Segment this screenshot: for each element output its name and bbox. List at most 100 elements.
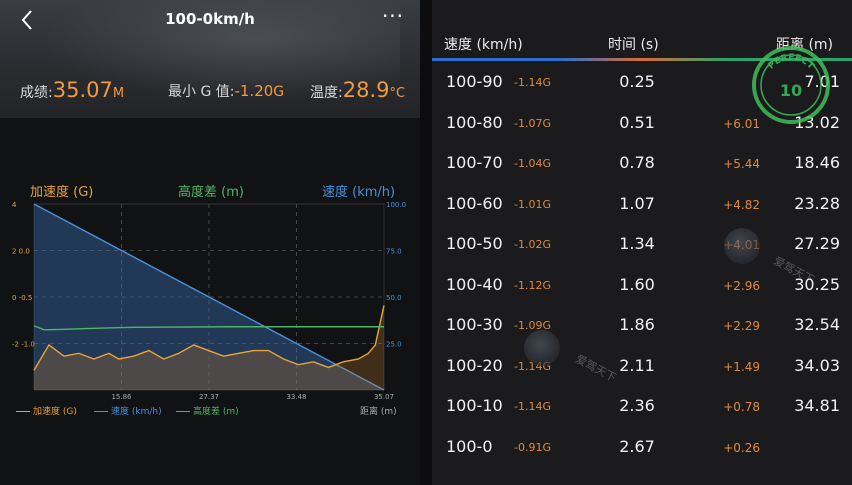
g-value: -1.12G [514,278,551,292]
header-hero: 100-0km/h ··· 成绩:35.07M 最小 G 值:-1.20G 温度… [0,0,420,118]
table-row: 100-60 -1.01G 1.07 +4.82 23.28 [432,184,852,224]
time-value: 0.51 [619,112,655,132]
left-panel: 100-0km/h ··· 成绩:35.07M 最小 G 值:-1.20G 温度… [0,0,420,485]
speed-range: 100-40 [446,274,503,294]
g-value: -1.14G [514,400,551,413]
stats-bar: 成绩:35.07M 最小 G 值:-1.20G 温度:28.9°C [0,78,420,108]
distance-delta: +4.82 [723,197,760,212]
x-tick-label: 33.48 [286,393,306,401]
score-unit: M [112,86,125,101]
deceleration-chart[interactable]: 4 2 0.0 0 -0.5 -2 -1.0 100.0 75.0 50.0 25.0 15.8… [0,118,420,485]
table-row: 100-80 -1.07G 0.51 +6.01 13.02 [432,103,852,143]
g-value: -1.01G [514,197,551,211]
speed-range: 100-30 [446,315,503,334]
distance-value: 30.25 [794,274,840,294]
g-value: -1.07G [514,116,551,130]
time-value: 1.34 [619,234,655,253]
speed-range: 100-0 [446,436,493,456]
left-tick-label: 2 0.0 [12,248,30,256]
distance-value: 32.54 [794,315,840,334]
g-value: -0.91G [514,440,551,454]
speed-range: 100-80 [446,112,503,132]
right-tick-label: 75.0 [386,248,402,256]
table-row: 100-70 -1.04G 0.78 +5.44 18.46 [432,143,852,183]
more-button[interactable]: ··· [378,4,408,30]
speed-range: 100-20 [446,355,503,375]
legend-bottom-speed: 速度 (km/h) [94,404,162,417]
temperature-value: 28.9 [342,78,390,102]
time-value: 1.60 [619,274,655,294]
table-row: 100-50 -1.02G 1.34 +4.01 27.29 [432,224,852,264]
split-table-panel: 速度 (km/h) 时间 (s) 距离 (m) 100-90 -1.14G 0.25… [432,0,852,485]
legend-speed: 速度 (km/h) [322,185,396,200]
x-tick-label: 35.07 [374,393,394,401]
time-value: 1.86 [619,315,655,334]
page-title: 100-0km/h [165,10,255,28]
distance-delta: +5.44 [723,157,760,171]
table-row: 100-10 -1.14G 2.36 +0.78 34.81 [432,386,852,426]
x-tick-label: 15.86 [111,393,132,401]
speed-range: 100-60 [446,193,503,213]
x-tick-label: 27.37 [199,393,219,401]
min-g-value: -1.20 [234,82,274,100]
altitude-series-line [33,325,384,331]
speed-range: 100-70 [446,153,503,172]
legend-bottom-altitude-label: 高度差 (m) [193,407,239,417]
score-stat: 成绩:35.07M [20,78,124,102]
legend-bottom-altitude: 高度差 (m) [176,404,239,417]
table-row: 100-40 -1.12G 1.60 +2.96 30.25 [432,265,852,305]
chart-area: 加速度 (G) 高度差 (m) 速度 (km/h) 4 2 0.0 0 -0.5 -2… [0,118,420,485]
table-row: 100-20 -1.14G 2.11 +1.49 34.03 [432,346,852,386]
chevron-left-icon [21,10,32,30]
legend-bottom-accel: 加速度 (G) [16,404,77,417]
g-value: -1.02G [514,238,551,251]
min-g-stat: 最小 G 值:-1.20G [168,81,284,101]
left-tick-label: 0 -0.5 [12,294,32,302]
header-speed: 速度 (km/h) [444,37,523,53]
distance-value: 34.81 [794,396,840,415]
distance-delta: +6.01 [723,116,760,131]
speed-series-line [33,203,385,391]
time-value: 2.36 [619,396,655,415]
accel-series-line [33,305,385,371]
time-value: 0.78 [619,153,655,172]
speed-range: 100-90 [446,72,503,91]
header-divider [432,58,852,61]
distance-delta: +1.49 [723,359,760,374]
distance-value: 27.29 [794,234,840,253]
g-value: -1.09G [514,319,551,332]
speed-range: 100-10 [446,396,503,415]
header-time: 时间 (s) [608,37,659,53]
right-tick-label: 100.0 [386,201,406,209]
back-button[interactable] [14,6,42,34]
chart-legend-bottom: 加速度 (G) 速度 (km/h) 高度差 (m) 距离 (m) [16,404,416,418]
distance-value: 7.01 [804,72,840,91]
time-value: 2.67 [619,436,655,456]
g-value: -1.04G [514,157,551,170]
min-g-label: 最小 G 值: [168,84,235,100]
time-value: 0.25 [619,72,655,91]
time-value: 2.11 [619,355,655,375]
temperature-stat: 温度:28.9°C [310,78,405,102]
distance-value: 18.46 [794,153,840,172]
distance-delta: +0.26 [723,440,760,455]
left-tick-label: 4 [12,201,17,209]
legend-bottom-accel-label: 加速度 (G) [33,407,77,417]
distance-delta: +2.96 [723,278,760,293]
legend-altitude: 高度差 (m) [178,185,244,200]
distance-value: 23.28 [794,193,840,213]
x-axis-unit: 距离 (m) [360,407,397,417]
distance-delta: +4.01 [723,238,760,252]
distance-value: 13.02 [794,112,840,132]
left-tick-label: -2 -1.0 [12,341,35,349]
more-dots-icon: ··· [381,4,405,28]
distance-delta: +2.29 [723,319,760,333]
temperature-unit: °C [389,86,406,101]
min-g-unit: G [273,84,285,100]
legend-accel: 加速度 (G) [30,185,94,200]
distance-delta: +0.78 [723,400,760,414]
table-row: 100-0 -0.91G 2.67 +0.26 [432,427,852,467]
right-tick-label: 50.0 [386,294,402,302]
score-label: 成绩: [20,85,53,101]
g-value: -1.14G [514,76,551,89]
